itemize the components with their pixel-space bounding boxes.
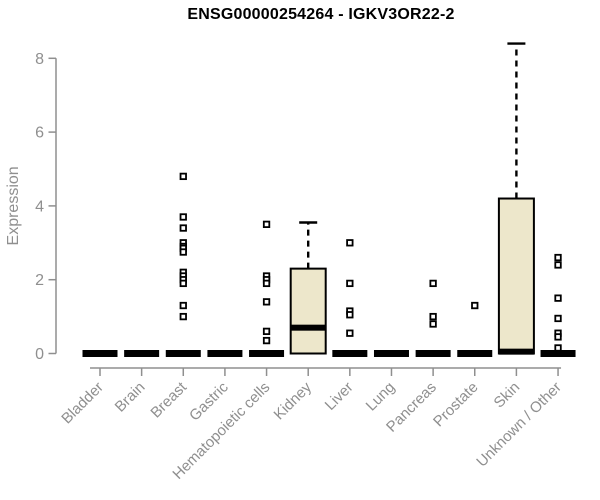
median-line: [498, 348, 534, 355]
iqr-box: [497, 197, 535, 355]
collapsed-box: [332, 350, 368, 357]
collapsed-box: [207, 350, 243, 357]
outlier-point: [346, 279, 354, 288]
boxplot-skin: [497, 42, 535, 355]
outlier-point: [179, 279, 187, 288]
collapsed-box: [124, 350, 160, 357]
outlier-point: [262, 298, 271, 306]
y-tick-label: 4: [35, 198, 44, 215]
x-tick-label-skin: Skin: [491, 379, 524, 412]
chart-title: ENSG00000254264 - IGKV3OR22-2: [187, 6, 455, 23]
outlier-point: [262, 220, 271, 229]
outlier-point: [262, 279, 271, 288]
outlier-point: [429, 320, 437, 328]
outlier-point: [179, 312, 187, 321]
y-tick-label: 0: [35, 346, 44, 363]
outlier-point: [554, 344, 562, 352]
boxplot-unknown-other: [540, 253, 576, 357]
outlier-point: [262, 336, 271, 345]
collapsed-box: [457, 350, 493, 357]
outlier-point: [554, 333, 562, 341]
y-axis-title: Expression: [5, 166, 22, 245]
outlier-point: [554, 261, 562, 269]
outlier-point: [346, 311, 354, 319]
outlier-point: [554, 314, 562, 323]
collapsed-box: [373, 350, 409, 357]
outlier-point: [179, 213, 187, 221]
x-tick-label-kidney: Kidney: [271, 378, 316, 423]
x-tick-label-lung: Lung: [363, 379, 399, 415]
outlier-point: [346, 329, 354, 337]
collapsed-box: [82, 350, 118, 357]
outlier-point: [471, 301, 479, 310]
collapsed-box: [165, 350, 201, 357]
iqr-box: [289, 267, 327, 355]
median-line: [290, 324, 326, 331]
collapsed-box: [415, 350, 451, 357]
outlier-point: [179, 172, 187, 181]
boxplot-liver: [332, 239, 368, 357]
outlier-point: [262, 327, 271, 336]
x-tick-label-breast: Breast: [147, 378, 190, 421]
outlier-point: [346, 239, 354, 247]
y-tick-label: 6: [35, 125, 44, 142]
boxplot-pancreas: [415, 279, 451, 357]
outlier-point: [179, 224, 187, 232]
collapsed-box: [540, 350, 576, 357]
x-tick-label-prostate: Prostate: [430, 379, 482, 431]
outlier-point: [429, 279, 437, 288]
boxplot-hematopoietic-cells: [249, 220, 285, 357]
x-tick-label-brain: Brain: [112, 379, 149, 416]
x-tick-label-liver: Liver: [322, 379, 357, 414]
boxplot-prostate: [457, 301, 493, 357]
boxplot-gastric: [207, 350, 243, 357]
collapsed-box: [249, 350, 285, 357]
outlier-point: [179, 301, 187, 310]
outlier-point: [179, 248, 187, 256]
boxplot-bladder: [82, 350, 118, 357]
y-tick-label: 8: [35, 51, 44, 68]
boxplot-brain: [124, 350, 160, 357]
outlier-point: [429, 312, 437, 321]
boxplot-breast: [165, 172, 201, 357]
boxplot-kidney: [289, 221, 327, 355]
outlier-point: [554, 253, 562, 262]
outlier-point: [554, 294, 562, 302]
y-tick-label: 2: [35, 272, 44, 289]
boxplot-lung: [373, 350, 409, 357]
x-tick-label-bladder: Bladder: [58, 379, 107, 428]
